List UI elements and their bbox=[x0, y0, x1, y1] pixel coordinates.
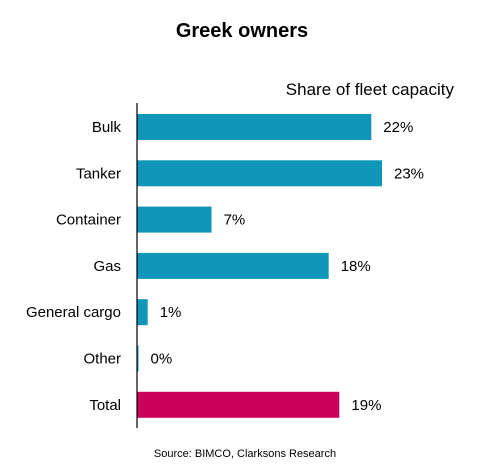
category-label: Container bbox=[56, 212, 121, 229]
bar-tanker bbox=[137, 160, 382, 187]
bar-other bbox=[137, 345, 139, 372]
value-label: 19% bbox=[351, 397, 381, 414]
bars-layer: Bulk 22% Tanker 23% Container 7% Gas 18% General… bbox=[26, 114, 424, 418]
bar-container bbox=[137, 206, 212, 233]
category-label: Gas bbox=[93, 258, 121, 275]
bar-gas bbox=[137, 252, 329, 279]
bar-total bbox=[137, 391, 340, 418]
value-label: 18% bbox=[341, 258, 371, 275]
category-label: Tanker bbox=[76, 165, 121, 182]
bar-bulk bbox=[137, 114, 372, 140]
value-label: 7% bbox=[224, 212, 246, 229]
value-label: 23% bbox=[394, 165, 424, 182]
category-label: Bulk bbox=[92, 119, 122, 136]
chart-subtitle: Share of fleet capacity bbox=[286, 80, 455, 99]
value-label: 0% bbox=[151, 351, 173, 368]
category-label: Total bbox=[89, 397, 121, 414]
category-label: Other bbox=[83, 351, 121, 368]
source-note: Source: BIMCO, Clarksons Research bbox=[154, 448, 336, 460]
value-label: 1% bbox=[160, 304, 182, 321]
category-label: General cargo bbox=[26, 304, 121, 321]
value-label: 22% bbox=[383, 119, 413, 136]
bar-general-cargo bbox=[137, 299, 148, 326]
chart-title: Greek owners bbox=[176, 20, 308, 42]
